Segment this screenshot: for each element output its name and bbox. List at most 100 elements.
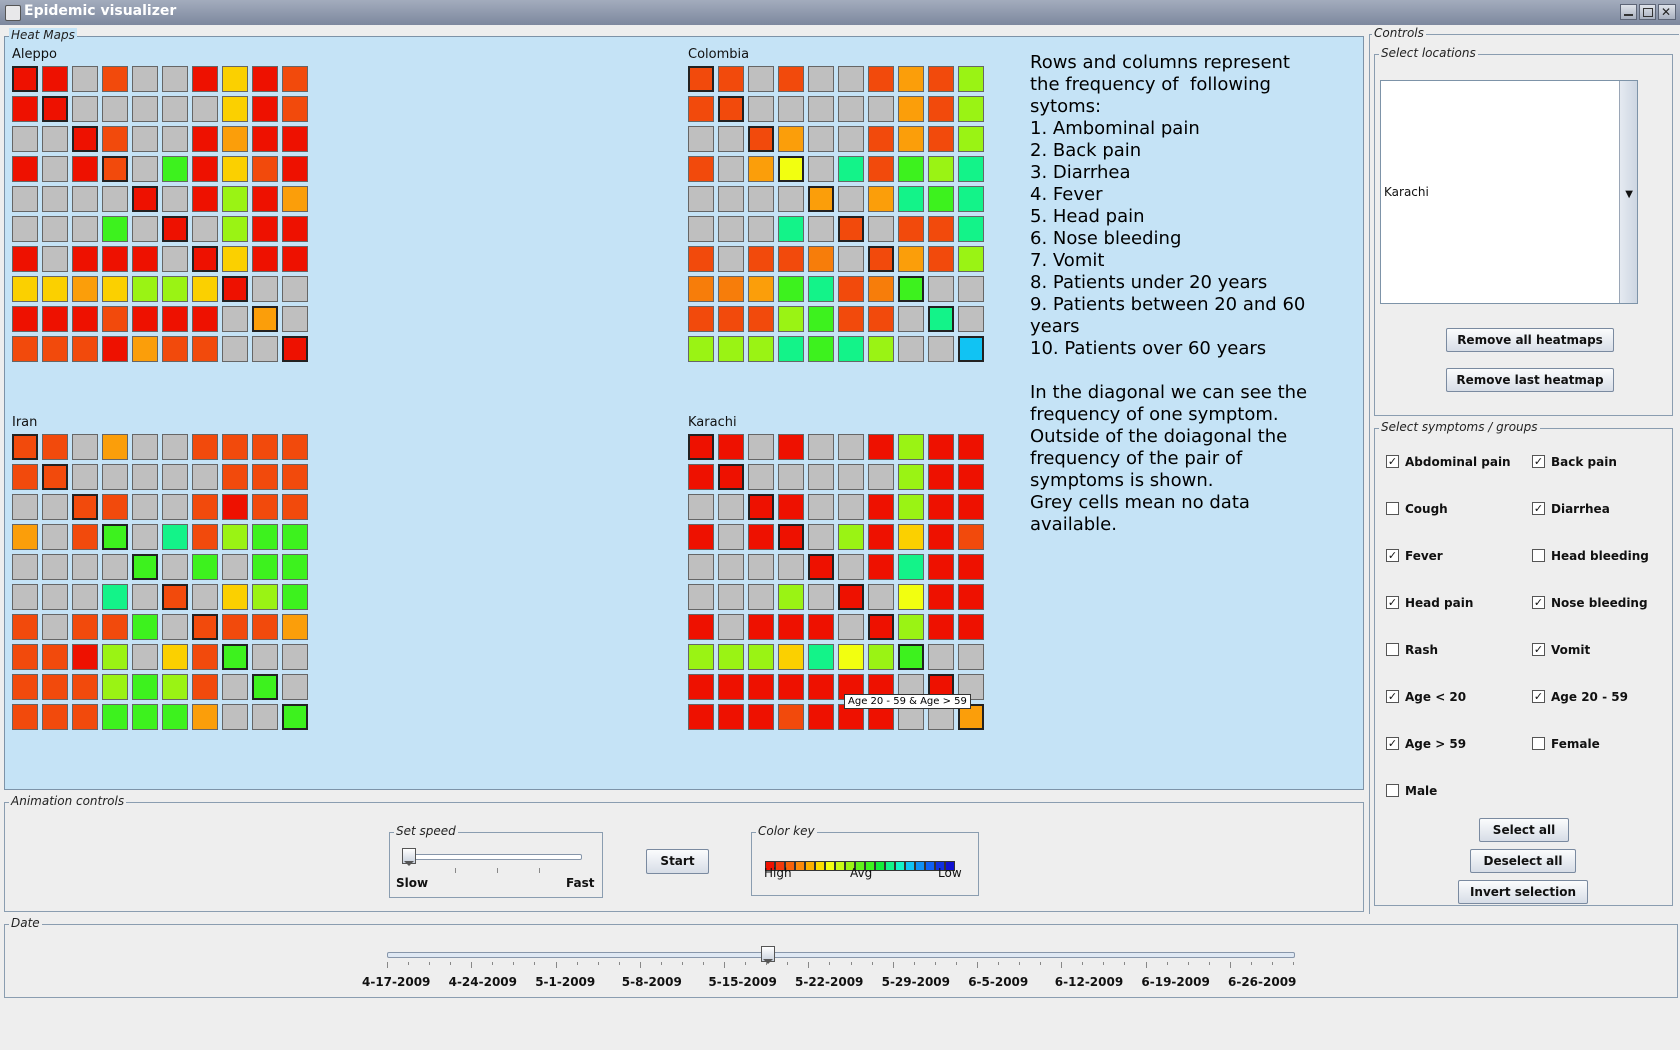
heatmap-cell[interactable] — [162, 524, 188, 550]
heatmap-cell[interactable] — [928, 66, 954, 92]
heatmap-cell[interactable] — [778, 246, 804, 272]
heatmap-cell[interactable] — [898, 186, 924, 212]
heatmap-cell[interactable] — [718, 186, 744, 212]
heatmap-cell[interactable] — [72, 96, 98, 122]
heatmap-cell[interactable] — [898, 306, 924, 332]
heatmap-cell[interactable] — [162, 584, 188, 610]
checkbox-empty-icon[interactable] — [1532, 737, 1545, 750]
heatmap-cell[interactable] — [132, 66, 158, 92]
heatmap-cell[interactable] — [72, 434, 98, 460]
heatmap-cell[interactable] — [282, 186, 308, 212]
checkbox-empty-icon[interactable] — [1532, 549, 1545, 562]
heatmap-cell[interactable] — [898, 276, 924, 302]
heatmap-cell[interactable] — [132, 644, 158, 670]
heatmap-cell[interactable] — [102, 524, 128, 550]
heatmap-cell[interactable] — [838, 156, 864, 182]
heatmap-cell[interactable] — [12, 434, 38, 460]
symptom-checkbox[interactable]: ✓ Age < 20 — [1386, 690, 1466, 706]
symptom-checkbox[interactable]: Rash — [1386, 643, 1438, 659]
heatmap-cell[interactable] — [162, 276, 188, 302]
heatmap-cell[interactable] — [688, 704, 714, 730]
heatmap-cell[interactable] — [748, 614, 774, 640]
heatmap-cell[interactable] — [838, 246, 864, 272]
heatmap-cell[interactable] — [252, 336, 278, 362]
heatmap-cell[interactable] — [162, 434, 188, 460]
heatmap-cell[interactable] — [778, 434, 804, 460]
heatmap-cell[interactable] — [718, 306, 744, 332]
heatmap-cell[interactable] — [868, 216, 894, 242]
heatmap-cell[interactable] — [102, 644, 128, 670]
heatmap-cell[interactable] — [192, 584, 218, 610]
heatmap-cell[interactable] — [42, 306, 68, 332]
heatmap-cell[interactable] — [222, 156, 248, 182]
heatmap-cell[interactable] — [282, 276, 308, 302]
heatmap-cell[interactable] — [192, 96, 218, 122]
heatmap-cell[interactable] — [778, 66, 804, 92]
heatmap-cell[interactable] — [778, 554, 804, 580]
heatmap-cell[interactable] — [222, 186, 248, 212]
heatmap-cell[interactable] — [282, 66, 308, 92]
heatmap-cell[interactable] — [192, 704, 218, 730]
heatmap-cell[interactable] — [718, 674, 744, 700]
heatmap-cell[interactable] — [958, 186, 984, 212]
heatmap-cell[interactable] — [12, 554, 38, 580]
heatmap-cell[interactable] — [12, 524, 38, 550]
heatmap-cell[interactable] — [718, 276, 744, 302]
heatmap-cell[interactable] — [868, 524, 894, 550]
heatmap-cell[interactable] — [222, 644, 248, 670]
heatmap-cell[interactable] — [928, 96, 954, 122]
heatmap-cell[interactable] — [688, 674, 714, 700]
heatmap-cell[interactable] — [868, 276, 894, 302]
heatmap-cell[interactable] — [252, 614, 278, 640]
close-button[interactable]: ✕ — [1658, 4, 1676, 20]
heatmap-cell[interactable] — [12, 614, 38, 640]
heatmap-cell[interactable] — [838, 336, 864, 362]
heatmap-cell[interactable] — [42, 494, 68, 520]
speed-slider-thumb[interactable] — [402, 848, 416, 866]
heatmap-cell[interactable] — [898, 584, 924, 610]
heatmap-cell[interactable] — [868, 554, 894, 580]
heatmap-cell[interactable] — [688, 434, 714, 460]
heatmap-cell[interactable] — [778, 96, 804, 122]
heatmap-cell[interactable] — [102, 156, 128, 182]
heatmap-cell[interactable] — [42, 524, 68, 550]
heatmap-cell[interactable] — [808, 494, 834, 520]
heatmap-cell[interactable] — [132, 614, 158, 640]
invert-selection-button[interactable]: Invert selection — [1458, 880, 1588, 904]
heatmap-cell[interactable] — [42, 66, 68, 92]
heatmap-cell[interactable] — [72, 494, 98, 520]
heatmap-cell[interactable] — [102, 126, 128, 152]
heatmap-cell[interactable] — [42, 126, 68, 152]
heatmap-cell[interactable] — [808, 554, 834, 580]
heatmap-cell[interactable] — [102, 336, 128, 362]
heatmap-cell[interactable] — [928, 464, 954, 490]
heatmap-cell[interactable] — [162, 644, 188, 670]
heatmap-cell[interactable] — [132, 464, 158, 490]
heatmap-cell[interactable] — [898, 644, 924, 670]
heatmap-cell[interactable] — [838, 216, 864, 242]
heatmap-cell[interactable] — [252, 216, 278, 242]
checkbox-checked-icon[interactable]: ✓ — [1532, 455, 1545, 468]
heatmap-cell[interactable] — [102, 434, 128, 460]
heatmap-cell[interactable] — [72, 306, 98, 332]
heatmap-cell[interactable] — [778, 614, 804, 640]
heatmap-cell[interactable] — [252, 674, 278, 700]
heatmap-cell[interactable] — [748, 216, 774, 242]
heatmap-cell[interactable] — [252, 96, 278, 122]
heatmap-cell[interactable] — [72, 126, 98, 152]
heatmap-cell[interactable] — [132, 584, 158, 610]
heatmap-cell[interactable] — [958, 584, 984, 610]
heatmap-cell[interactable] — [748, 306, 774, 332]
heatmap-cell[interactable] — [12, 66, 38, 92]
heatmap-cell[interactable] — [102, 614, 128, 640]
heatmap-cell[interactable] — [102, 66, 128, 92]
heatmap-cell[interactable] — [222, 66, 248, 92]
heatmap-cell[interactable] — [928, 494, 954, 520]
heatmap-cell[interactable] — [688, 96, 714, 122]
heatmap-cell[interactable] — [162, 186, 188, 212]
heatmap-cell[interactable] — [192, 614, 218, 640]
heatmap-cell[interactable] — [808, 306, 834, 332]
checkbox-checked-icon[interactable]: ✓ — [1386, 455, 1399, 468]
checkbox-checked-icon[interactable]: ✓ — [1386, 549, 1399, 562]
heatmap-cell[interactable] — [898, 434, 924, 460]
